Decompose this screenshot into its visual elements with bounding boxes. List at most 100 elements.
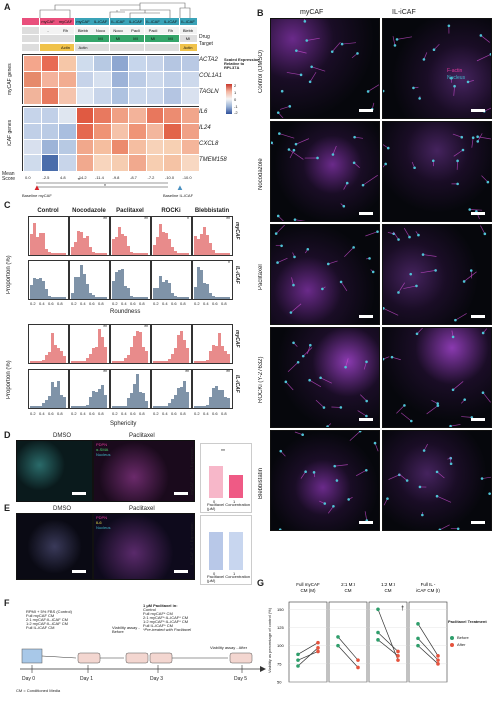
pair-line xyxy=(377,632,399,652)
panel-letter-a: A xyxy=(4,2,11,12)
mean-score: -9.8 xyxy=(112,175,120,180)
pair-line xyxy=(417,623,439,657)
heatmap-header-cell: MI xyxy=(127,35,144,42)
row-type-label: myCAF xyxy=(234,222,240,240)
histogram-bar xyxy=(39,232,42,255)
histogram-bar xyxy=(86,404,89,408)
pacli-item: 1:2 myCAF*:IL-iCAF* CM xyxy=(143,619,189,624)
histogram-bar xyxy=(121,233,124,255)
histogram: ** xyxy=(110,216,151,256)
histogram-bar xyxy=(48,296,51,299)
histogram-bar xyxy=(121,406,124,408)
col-header-mycaf: myCAF xyxy=(300,9,324,16)
heatmap-cell xyxy=(180,154,200,172)
heatmap-header-cell: Rh xyxy=(162,26,179,34)
histogram-bar xyxy=(71,361,74,363)
histogram-bar xyxy=(159,361,162,363)
histogram-bar xyxy=(42,280,45,299)
pacli-item: Control xyxy=(143,607,156,612)
heatmap-header-cell xyxy=(22,35,39,42)
histogram-bar xyxy=(224,297,227,299)
pair-line xyxy=(337,645,359,668)
histogram-bar xyxy=(177,253,180,255)
histogram-bar xyxy=(209,243,212,255)
histogram-bar xyxy=(60,351,63,363)
histogram-bar xyxy=(127,355,130,363)
panel-d-paclitaxel-label: Paclitaxel xyxy=(129,433,155,439)
row-type-label: myCAF xyxy=(234,330,240,348)
panel-letter-d: D xyxy=(4,430,11,440)
mean-score: -8.7 xyxy=(130,175,137,180)
before-point xyxy=(376,638,380,642)
panel-d-dmso-label: DMSO xyxy=(53,433,71,439)
histogram-bar xyxy=(95,253,98,255)
histogram-bar xyxy=(209,351,212,363)
col-header-icaf: IL-iCAF xyxy=(392,9,416,16)
x-tick: 0.6 xyxy=(48,411,54,416)
histogram-bar xyxy=(74,406,77,408)
histogram-bar xyxy=(86,358,89,363)
histogram-bar xyxy=(153,361,156,363)
histogram-bar xyxy=(80,361,83,363)
histogram-bar xyxy=(51,382,54,408)
histogram-bar xyxy=(121,361,124,363)
histogram-bar xyxy=(118,406,121,408)
after-point xyxy=(316,649,320,654)
before-point xyxy=(296,658,300,662)
bar-dmso xyxy=(209,466,223,498)
heatmap-icaf-genes xyxy=(22,106,200,172)
histogram-bar xyxy=(197,406,200,408)
histogram-bar xyxy=(174,250,177,255)
legend-factin: F-actin xyxy=(447,68,463,74)
gene-acta2: ACTA2 xyxy=(199,57,218,63)
before-point xyxy=(296,664,300,668)
histogram-bar xyxy=(63,355,66,363)
micro-image-nocodazole-mycaf xyxy=(270,121,380,222)
heatmap-header-cell: Actin xyxy=(74,43,92,51)
histogram-bar xyxy=(63,297,66,299)
histogram-bar xyxy=(77,406,80,408)
histogram-bar xyxy=(98,388,101,408)
histogram-bar xyxy=(206,404,209,408)
facet-title: CM xyxy=(345,588,352,593)
histogram-bar xyxy=(30,361,33,363)
histogram-bar xyxy=(212,295,215,299)
pacli-item: Full IL-iCAF* CM xyxy=(143,623,174,628)
histogram-bar xyxy=(133,336,136,363)
histogram-bar xyxy=(127,397,130,408)
histogram-bar xyxy=(57,253,60,255)
histogram-bar xyxy=(162,406,165,408)
histogram-bar xyxy=(186,347,189,363)
facet-title: Full IL - xyxy=(421,582,436,587)
legend-tick: -1 xyxy=(234,104,238,109)
histogram-bar xyxy=(30,406,33,408)
x-tick: 0.8 xyxy=(180,301,186,306)
histogram-bar xyxy=(159,223,162,255)
heatmap-header-cell: IL-iCAF xyxy=(144,18,162,25)
histogram-bar xyxy=(224,350,227,363)
histogram-bar xyxy=(45,400,48,408)
x-tick: 0.4 xyxy=(203,301,209,306)
x-tick: 0.4 xyxy=(121,411,127,416)
sphericity-xlabel: Sphericity xyxy=(110,421,137,427)
histogram-bar xyxy=(124,235,127,255)
histogram-bar xyxy=(127,245,130,255)
legend-nucleus: Nucleus xyxy=(96,525,111,530)
heatmap-header-cell xyxy=(39,35,57,42)
panel-d-dmso-image xyxy=(16,440,93,502)
heatmap-header-cell: - xyxy=(39,26,57,34)
histogram-bar xyxy=(171,399,174,408)
histogram-bar xyxy=(92,348,95,363)
histogram: * xyxy=(151,216,192,256)
histogram-bar xyxy=(136,330,139,363)
facet-title: Full myCAF xyxy=(296,582,320,587)
histogram: ** xyxy=(69,369,110,409)
histogram-bar xyxy=(142,297,145,299)
before-point xyxy=(416,622,420,626)
histogram-bar xyxy=(89,354,92,363)
legend-tick: -2 xyxy=(234,110,238,115)
panel-letter-f: F xyxy=(4,598,10,608)
histogram-bar xyxy=(180,297,183,299)
heatmap-header-cell: myCAF xyxy=(57,18,74,25)
viability-after-label: Viability assay - After xyxy=(210,645,248,650)
